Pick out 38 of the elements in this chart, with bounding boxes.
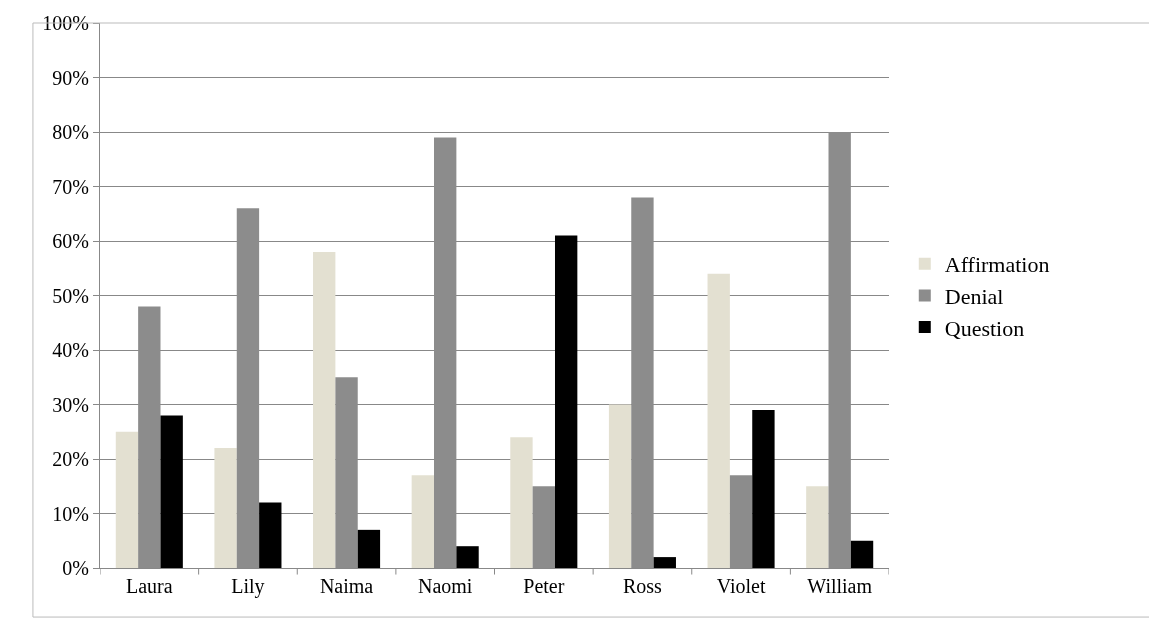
x-tick-label: William bbox=[807, 575, 873, 597]
bar bbox=[608, 404, 632, 568]
y-tick-label: 60% bbox=[52, 230, 89, 252]
bar bbox=[411, 475, 435, 568]
bar bbox=[653, 557, 676, 568]
bar bbox=[259, 502, 282, 568]
bar bbox=[115, 431, 139, 568]
bar bbox=[357, 529, 381, 568]
bar bbox=[214, 448, 237, 568]
bar bbox=[510, 437, 533, 568]
x-tick-label: Ross bbox=[622, 575, 663, 597]
x-tick-label: Lily bbox=[231, 575, 265, 598]
bar bbox=[707, 273, 730, 568]
bar bbox=[313, 251, 336, 568]
x-tick-label: Laura bbox=[125, 575, 173, 597]
x-tick-label: Naima bbox=[319, 575, 374, 597]
y-tick-label: 40% bbox=[52, 339, 89, 361]
y-tick-label: 50% bbox=[52, 284, 89, 307]
y-tick-label: 90% bbox=[52, 66, 89, 89]
x-tick-label: Violet bbox=[716, 575, 766, 597]
bar bbox=[456, 546, 479, 568]
y-tick-label: 0% bbox=[62, 557, 89, 579]
bar bbox=[554, 235, 578, 568]
y-tick-label: 20% bbox=[52, 448, 89, 470]
x-tick-label: Peter bbox=[523, 575, 565, 597]
bar bbox=[752, 409, 775, 568]
x-tick-label: Naomi bbox=[417, 575, 473, 597]
legend-label: Denial bbox=[944, 283, 1004, 309]
bar bbox=[850, 540, 874, 568]
y-tick-label: 80% bbox=[52, 121, 89, 143]
y-tick-label: 30% bbox=[52, 393, 89, 416]
bar bbox=[806, 486, 829, 568]
y-tick-label: 70% bbox=[52, 175, 89, 198]
y-tick-label: 10% bbox=[52, 502, 89, 525]
y-tick-label: 100% bbox=[42, 12, 89, 34]
legend-label: Affirmation bbox=[944, 252, 1050, 278]
bar bbox=[160, 415, 183, 568]
legend-label: Question bbox=[944, 315, 1025, 341]
